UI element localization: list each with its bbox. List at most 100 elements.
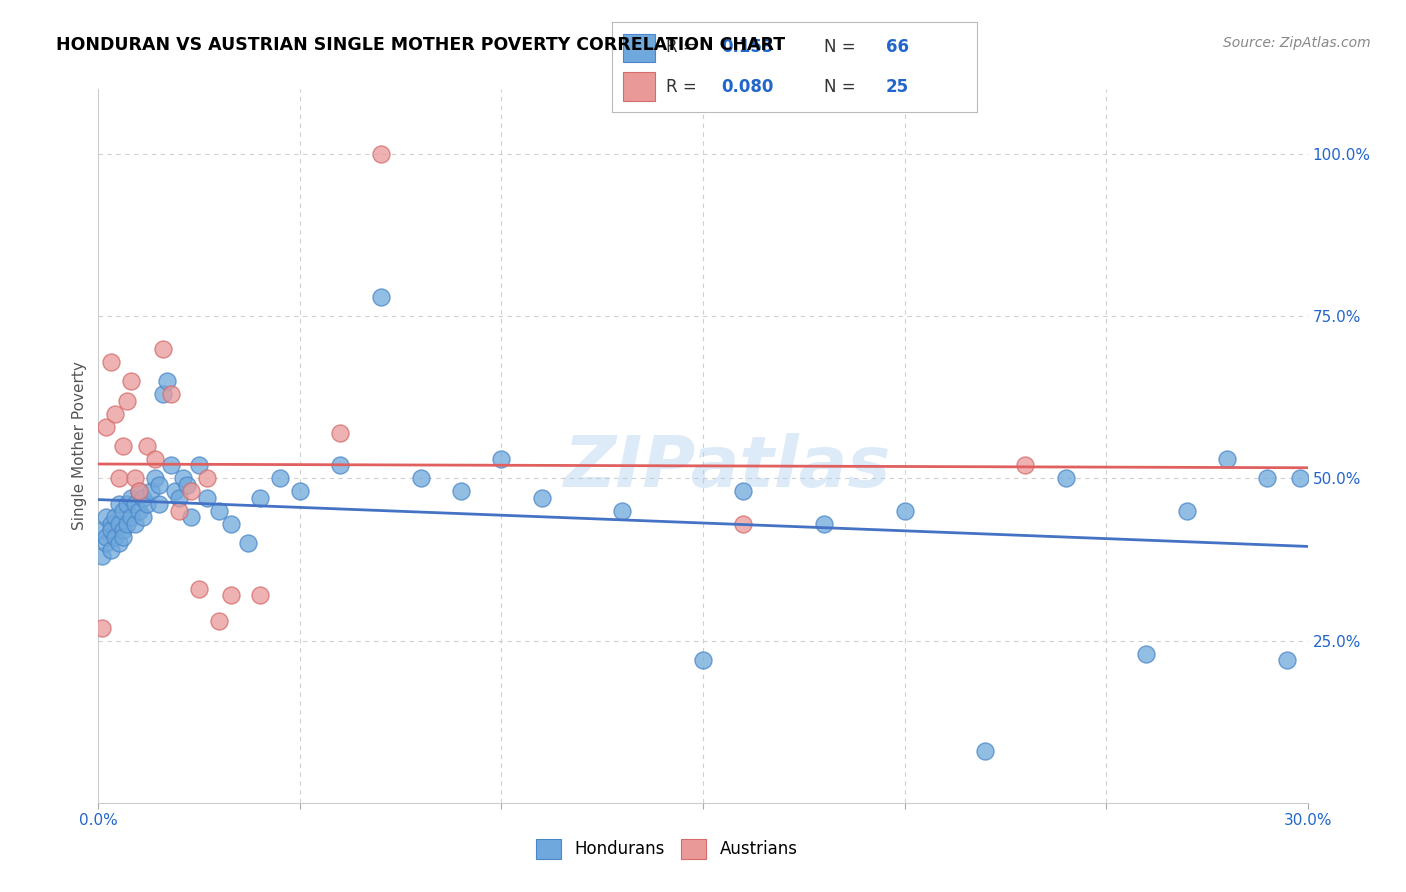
Point (135, 497, 157, 511)
Point (107, 497, 129, 511)
Point (370, 147, 392, 161)
Point (450, 484, 472, 499)
Point (195, 491, 218, 505)
Point (96, 530, 118, 544)
Point (115, 516, 138, 531)
Point (100, 516, 122, 531)
Point (1014, 458, 1036, 473)
Point (111, 439, 134, 453)
Point (103, 530, 125, 544)
Point (236, 536, 259, 550)
Point (124, 471, 146, 485)
Point (329, 425, 352, 440)
Point (893, 504, 915, 518)
FancyBboxPatch shape (623, 34, 655, 62)
Text: 66: 66 (886, 38, 908, 56)
Point (128, 484, 150, 499)
Text: ZIPatlas: ZIPatlas (564, 433, 891, 502)
Point (160, 387, 183, 401)
Point (269, 471, 291, 485)
Point (1277, 653, 1299, 667)
Point (111, 530, 134, 544)
Point (221, 516, 243, 531)
Point (167, 491, 190, 505)
Point (152, 342, 174, 356)
Point (143, 471, 166, 485)
Point (370, 290, 392, 304)
Point (160, 458, 183, 473)
Point (249, 491, 271, 505)
Point (1054, 471, 1077, 485)
Text: R =: R = (666, 38, 703, 56)
Point (288, 484, 311, 499)
Point (208, 614, 231, 628)
Point (249, 588, 271, 602)
Text: 0.153: 0.153 (721, 38, 773, 56)
Y-axis label: Single Mother Poverty: Single Mother Poverty (72, 361, 87, 531)
Text: N =: N = (824, 78, 860, 95)
Text: R =: R = (666, 78, 703, 95)
Point (148, 478, 170, 492)
Point (103, 407, 125, 421)
Point (103, 510, 125, 524)
Point (163, 484, 186, 499)
FancyBboxPatch shape (623, 72, 655, 101)
Point (612, 504, 634, 518)
Point (120, 374, 142, 388)
Point (692, 653, 714, 667)
Point (91, 549, 114, 564)
Point (813, 516, 835, 531)
Point (124, 497, 146, 511)
Point (208, 504, 231, 518)
Point (124, 516, 146, 531)
Point (152, 387, 174, 401)
Point (128, 504, 150, 518)
Point (100, 524, 122, 538)
Point (91, 524, 114, 538)
Point (329, 458, 352, 473)
Text: HONDURAN VS AUSTRIAN SINGLE MOTHER POVERTY CORRELATION CHART: HONDURAN VS AUSTRIAN SINGLE MOTHER POVER… (56, 36, 786, 54)
Point (1256, 471, 1278, 485)
Point (974, 744, 997, 758)
Point (128, 484, 150, 499)
Point (733, 516, 755, 531)
Point (180, 510, 202, 524)
Point (1216, 452, 1239, 467)
Point (100, 542, 122, 557)
Point (491, 452, 513, 467)
Point (148, 497, 170, 511)
Point (132, 491, 155, 505)
Point (1175, 504, 1198, 518)
Point (96, 419, 118, 434)
Point (1135, 647, 1157, 661)
Point (107, 536, 129, 550)
Point (111, 524, 134, 538)
Point (733, 484, 755, 499)
Point (167, 504, 190, 518)
Legend: Hondurans, Austrians: Hondurans, Austrians (529, 832, 804, 866)
Point (96, 510, 118, 524)
Point (1288, 471, 1310, 485)
Point (107, 471, 129, 485)
Point (156, 374, 179, 388)
Point (107, 516, 129, 531)
Point (120, 510, 142, 524)
Point (530, 491, 553, 505)
Point (180, 484, 202, 499)
Point (409, 471, 432, 485)
Point (100, 354, 122, 368)
Point (188, 458, 211, 473)
Point (195, 471, 218, 485)
Point (221, 588, 243, 602)
Point (115, 497, 138, 511)
Point (91, 621, 114, 635)
Point (139, 484, 162, 499)
Text: 25: 25 (886, 78, 908, 95)
Text: N =: N = (824, 38, 860, 56)
Point (111, 504, 134, 518)
Point (120, 491, 142, 505)
Point (115, 393, 138, 408)
Point (143, 452, 166, 467)
Text: Source: ZipAtlas.com: Source: ZipAtlas.com (1223, 36, 1371, 50)
Point (135, 439, 157, 453)
